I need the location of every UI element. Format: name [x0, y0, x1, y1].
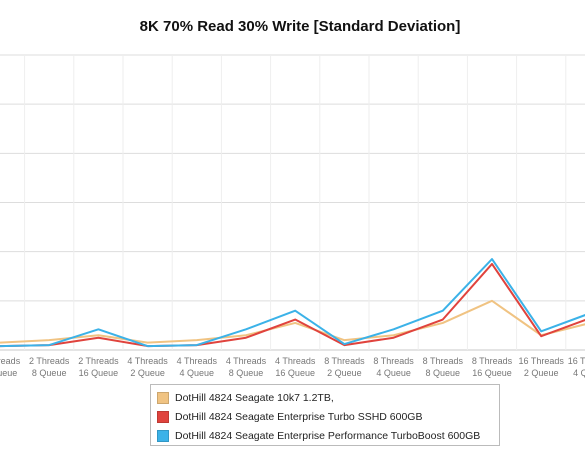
x-tick-label: 16 Threads 2 Queue [519, 356, 565, 378]
x-tick-label: 8 Threads 16 Queue [472, 356, 513, 378]
legend-label: DotHill 4824 Seagate Enterprise Turbo SS… [175, 411, 423, 423]
x-tick-label: 4 Threads 16 Queue [275, 356, 316, 378]
x-tick-label: 4 Threads 8 Queue [226, 356, 267, 378]
x-tick-label: 8 Threads 2 Queue [324, 356, 365, 378]
legend: DotHill 4824 Seagate 10k7 1.2TB, DotHill … [150, 384, 500, 446]
chart-title: 8K 70% Read 30% Write [Standard Deviatio… [139, 18, 461, 35]
legend-item: DotHill 4824 Seagate Enterprise Turbo SS… [157, 408, 422, 426]
x-tick-label: 8 Threads 8 Queue [423, 356, 464, 378]
legend-item: DotHill 4824 Seagate Enterprise Performa… [157, 427, 480, 445]
legend-swatch [157, 392, 169, 404]
legend-label: DotHill 4824 Seagate 10k7 1.2TB, [175, 392, 334, 404]
x-tick-label: 2 Threads 16 Queue [78, 356, 119, 378]
series-lines [0, 258, 585, 348]
legend-swatch [157, 411, 169, 423]
gridlines [0, 54, 585, 351]
legend-label: DotHill 4824 Seagate Enterprise Performa… [175, 430, 481, 442]
series-line-3 [0, 258, 585, 348]
x-tick-label: 8 Threads 4 Queue [373, 356, 414, 378]
series-line-2 [0, 262, 585, 348]
x-tick-label: 4 Threads 4 Queue [177, 356, 218, 378]
x-tick-label: 4 Threads 2 Queue [127, 356, 168, 378]
legend-item: DotHill 4824 Seagate 10k7 1.2TB, [157, 389, 334, 407]
x-tick-label: 2 Threads 8 Queue [29, 356, 70, 378]
series-line-1 [0, 299, 585, 344]
legend-swatch [157, 430, 169, 442]
